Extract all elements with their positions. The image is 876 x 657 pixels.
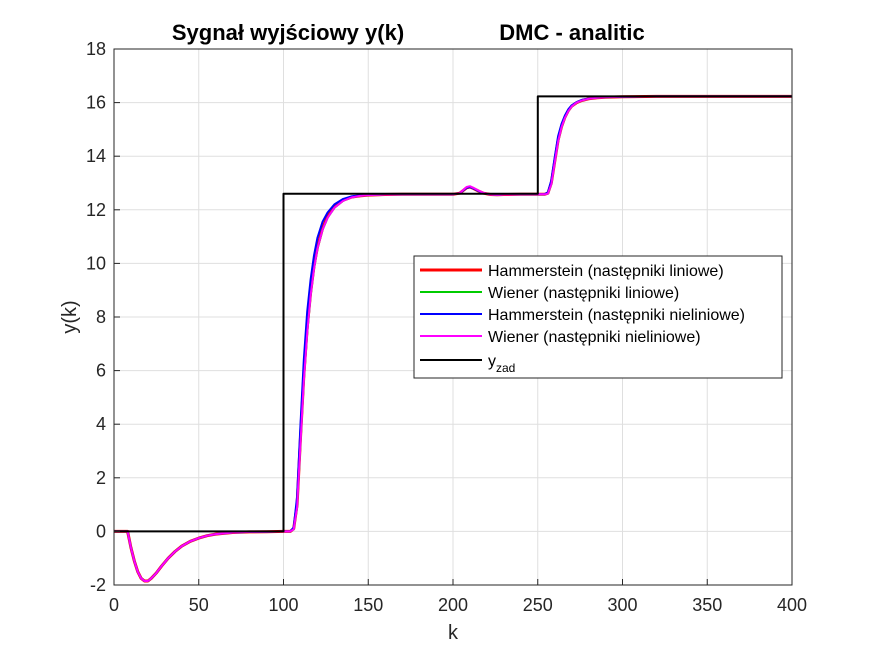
y-tick-label: 10 bbox=[86, 253, 106, 273]
y-tick-label: 4 bbox=[96, 414, 106, 434]
y-tick-label: 14 bbox=[86, 146, 106, 166]
y-tick-label: 18 bbox=[86, 39, 106, 59]
y-tick-label: 8 bbox=[96, 307, 106, 327]
legend-label-2: Hammerstein (następniki nieliniowe) bbox=[488, 307, 745, 324]
x-tick-label: 250 bbox=[523, 595, 553, 615]
series-line-4 bbox=[114, 95, 792, 533]
x-tick-label: 150 bbox=[353, 595, 383, 615]
legend-label-3: Wiener (następniki nieliniowe) bbox=[488, 329, 701, 346]
legend-box bbox=[413, 255, 783, 379]
series-layer bbox=[114, 94, 792, 583]
legend-label-text: Hammerstein (następniki liniowe) bbox=[488, 263, 724, 280]
legend-label-text: Wiener (następniki nieliniowe) bbox=[488, 329, 701, 346]
x-tick-label: 0 bbox=[109, 595, 119, 615]
legend-label-text: y bbox=[488, 353, 496, 370]
y-tick-label: 2 bbox=[96, 468, 106, 488]
series-line-3 bbox=[114, 95, 792, 582]
chart-title-right: DMC - analitic bbox=[499, 20, 644, 45]
y-tick-label: 6 bbox=[96, 361, 106, 381]
legend-label-text: Wiener (następniki liniowe) bbox=[488, 285, 679, 302]
x-axis-label: k bbox=[448, 622, 459, 644]
x-ticks: 0 50 100 150 200 250 300 350 400 bbox=[109, 579, 807, 615]
legend-label-1: Wiener (następniki liniowe) bbox=[488, 285, 679, 302]
x-tick-label: 300 bbox=[607, 595, 637, 615]
y-ticks: -2 0 2 4 6 8 10 12 14 16 18 bbox=[86, 39, 120, 595]
legend-label-text: Hammerstein (następniki nieliniowe) bbox=[488, 307, 745, 324]
y-tick-label: -2 bbox=[90, 575, 106, 595]
x-tick-label: 100 bbox=[268, 595, 298, 615]
y-tick-label: 12 bbox=[86, 200, 106, 220]
legend: Hammerstein (następniki liniowe) Wiener (… bbox=[413, 255, 783, 379]
legend-label-0: Hammerstein (następniki liniowe) bbox=[488, 263, 724, 280]
y-axis-label: y(k) bbox=[59, 300, 81, 333]
x-tick-label: 50 bbox=[189, 595, 209, 615]
y-tick-label: 16 bbox=[86, 93, 106, 113]
y-tick-label: 0 bbox=[96, 521, 106, 541]
x-tick-label: 350 bbox=[692, 595, 722, 615]
chart-title-left: Sygnał wyjściowy y(k) bbox=[172, 20, 404, 45]
legend-label-4: yzad bbox=[488, 353, 515, 375]
legend-label-subscript: zad bbox=[496, 361, 515, 375]
x-tick-label: 200 bbox=[438, 595, 468, 615]
x-tick-label: 400 bbox=[777, 595, 807, 615]
